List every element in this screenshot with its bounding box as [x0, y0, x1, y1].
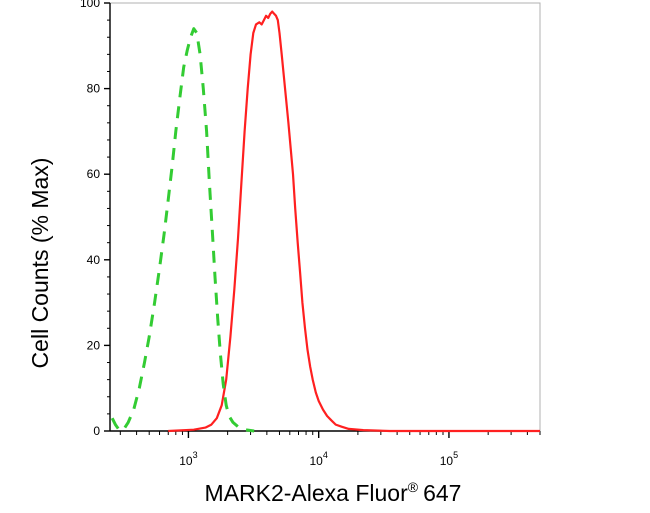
x-axis-ticks: 103 104 105: [119, 431, 541, 468]
y-tick-label: 80: [87, 82, 101, 96]
x-tick-label-base: 10: [310, 454, 324, 468]
y-axis-label: Cell Counts (% Max): [27, 158, 53, 369]
mark2-histogram-line: [168, 10, 540, 433]
x-axis-label-suffix: 647: [423, 480, 461, 506]
y-tick-label: 60: [87, 167, 101, 181]
x-tick-label: 103: [179, 450, 197, 468]
x-tick-label: 105: [440, 450, 458, 468]
control-histogram-line: [110, 27, 255, 433]
x-tick-label-exponent: 3: [193, 450, 198, 460]
y-tick-label: 100: [80, 0, 100, 10]
x-tick-label-base: 10: [440, 454, 454, 468]
x-tick-label-base: 10: [179, 454, 193, 468]
y-axis-ticks: 0 20 40 60 80 100: [80, 0, 110, 438]
x-axis-label-registered-mark: ®: [408, 479, 419, 495]
y-tick-label: 0: [93, 424, 100, 438]
x-tick-label: 104: [310, 450, 328, 468]
y-tick-label: 20: [87, 338, 101, 352]
x-axis-label: MARK2-Alexa Fluor® 647: [205, 479, 462, 506]
x-tick-label-exponent: 5: [453, 450, 458, 460]
y-tick-label: 40: [87, 253, 101, 267]
series-layer: [110, 10, 540, 433]
x-axis-label-main: MARK2-Alexa Fluor: [205, 480, 409, 506]
x-tick-label-exponent: 4: [323, 450, 328, 460]
